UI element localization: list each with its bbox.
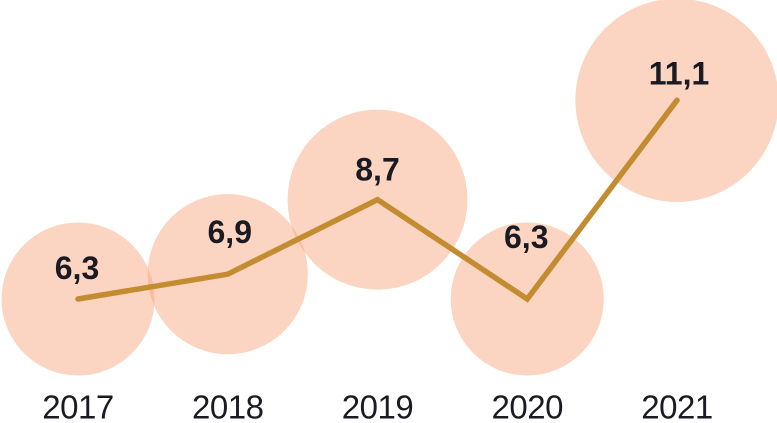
year-label-2017: 2017 — [42, 389, 113, 423]
value-label-2021: 11,1 — [649, 55, 710, 91]
value-label-2019: 8,7 — [355, 152, 399, 188]
year-labels-layer: 2017 2018 2019 2020 2021 — [42, 389, 713, 423]
value-label-2018: 6,9 — [208, 214, 252, 250]
year-label-2021: 2021 — [641, 389, 712, 423]
value-label-2020: 6,3 — [504, 219, 548, 255]
year-label-2018: 2018 — [192, 389, 263, 423]
value-labels-layer: 6,3 6,9 8,7 6,3 11,1 — [55, 55, 710, 286]
value-label-2017: 6,3 — [55, 250, 99, 286]
trend-line — [75, 97, 680, 303]
year-label-2019: 2019 — [342, 389, 413, 423]
year-label-2020: 2020 — [492, 389, 564, 423]
